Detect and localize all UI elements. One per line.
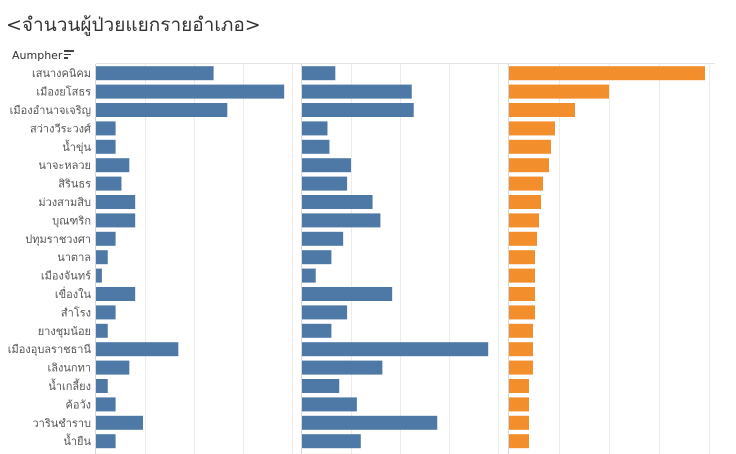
bar — [302, 158, 351, 173]
bar — [96, 323, 108, 338]
bar — [96, 158, 130, 173]
bar — [302, 139, 330, 154]
bar — [509, 231, 537, 246]
bar — [302, 103, 414, 117]
bar — [302, 434, 361, 449]
category-label: น้ำเกลี้ยง — [48, 378, 91, 393]
category-label: สำโรง — [61, 305, 91, 319]
bar — [96, 231, 116, 246]
bar — [302, 195, 373, 209]
category-label: น้ำยืน — [63, 433, 91, 448]
bar — [302, 250, 332, 265]
bar — [96, 84, 285, 99]
bar — [302, 287, 393, 301]
category-label: เลิงนกทา — [48, 362, 91, 375]
bar — [509, 195, 541, 209]
bar — [509, 342, 533, 357]
bar — [509, 287, 535, 301]
bar — [509, 434, 529, 449]
sort-descending-icon[interactable] — [64, 50, 75, 59]
bar — [302, 360, 383, 375]
bar — [302, 231, 344, 246]
category-label: บุณฑริก — [52, 214, 91, 227]
bar — [509, 103, 575, 117]
bar — [302, 323, 332, 338]
bar — [302, 305, 348, 320]
bar — [509, 415, 529, 430]
bar — [96, 139, 116, 154]
bar — [96, 250, 108, 265]
bar — [96, 360, 130, 375]
bar — [302, 342, 489, 357]
bar — [509, 397, 529, 412]
bar — [302, 176, 348, 191]
bar — [509, 268, 535, 283]
bar — [509, 121, 555, 136]
bar — [302, 415, 438, 430]
bar — [509, 360, 533, 375]
bar — [96, 379, 108, 393]
category-label: เมืองอุบลราชธานี — [8, 343, 92, 356]
bar — [509, 379, 529, 393]
category-label: เมืองยโสธร — [36, 85, 91, 99]
bar — [509, 139, 551, 154]
category-label: นาตาล — [57, 251, 91, 264]
category-label: สว่างวีระวงศ์ — [30, 122, 91, 135]
category-label: เมืองจันทร์ — [41, 270, 91, 283]
category-label: ยางชุมน้อย — [38, 325, 91, 338]
bar — [96, 415, 144, 430]
bar — [302, 84, 412, 99]
bar — [96, 434, 116, 449]
category-label: ค้อวัง — [65, 398, 91, 411]
bar — [509, 158, 549, 173]
bar — [96, 66, 214, 81]
bar — [302, 213, 381, 228]
bar — [509, 213, 539, 228]
bar — [509, 66, 705, 81]
bar — [96, 305, 116, 320]
row-header[interactable]: Aumpher — [12, 49, 75, 62]
category-label: เขื่องใน — [55, 286, 92, 301]
bar — [302, 379, 340, 393]
bar — [509, 323, 533, 338]
bar — [302, 66, 336, 81]
bar — [96, 176, 122, 191]
category-label: เสนางคนิคม — [32, 67, 91, 80]
bar — [96, 103, 228, 117]
category-label: ม่วงสามสิบ — [38, 196, 91, 209]
category-label: วารินชำราบ — [33, 417, 92, 430]
bar — [302, 268, 316, 283]
category-label: สิรินธร — [58, 178, 91, 191]
bar — [96, 268, 102, 283]
bar — [509, 84, 609, 99]
category-label: ปทุมราชวงศา — [25, 233, 91, 246]
bar — [509, 250, 535, 265]
bar — [302, 121, 328, 136]
bar — [509, 176, 543, 191]
bar — [302, 397, 357, 412]
bar — [509, 305, 535, 320]
bar — [96, 397, 116, 412]
category-label: เมืองอำนาจเจริญ — [10, 104, 91, 117]
chart-title: <จำนวนผู้ป่วยแยกรายอำเภอ> — [6, 14, 261, 36]
bar — [96, 213, 136, 228]
bar — [96, 195, 136, 209]
category-label: นาจะหลวย — [38, 159, 91, 172]
bar — [96, 342, 179, 357]
bar — [96, 287, 136, 301]
bar — [96, 121, 116, 136]
row-header-label: Aumpher — [12, 49, 63, 62]
category-label: น้ำขุ่น — [62, 139, 91, 154]
